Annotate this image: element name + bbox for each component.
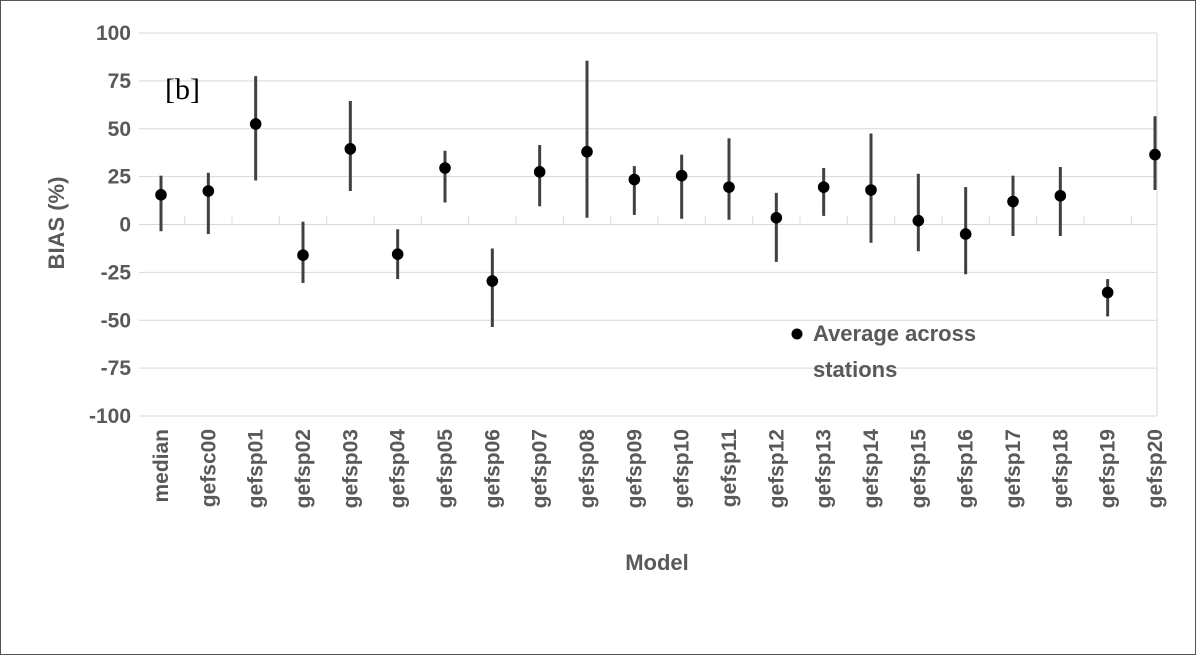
data-points — [155, 118, 1161, 299]
x-tick-label: gefsp15 — [907, 429, 930, 509]
x-tick-label: gefsp14 — [860, 429, 883, 509]
x-tick-label: gefsp08 — [576, 429, 599, 509]
data-point — [912, 214, 925, 227]
data-point — [249, 118, 262, 130]
data-point — [1007, 195, 1019, 208]
y-tick-labels: 100 75 50 25 0 -25 -50 -75 -100 — [89, 22, 131, 428]
x-tick-label: gefsp05 — [434, 429, 457, 509]
x-tick-label: gefsp02 — [292, 429, 315, 508]
data-point — [344, 143, 357, 155]
data-point — [533, 166, 546, 178]
y-tick-label: -100 — [89, 405, 131, 428]
data-point — [297, 249, 309, 261]
x-tick-label: gefsp01 — [245, 429, 268, 509]
legend-label-line: stations — [813, 357, 897, 382]
x-tick-label: gefsp12 — [765, 429, 788, 508]
y-tick-label: -25 — [101, 261, 132, 284]
data-point — [959, 228, 972, 240]
data-point — [817, 181, 830, 193]
x-tick-label: gefsp19 — [1097, 429, 1120, 508]
x-axis-title: Model — [625, 550, 689, 575]
y-tick-label: 75 — [108, 70, 132, 93]
y-axis-title: BIAS (%) — [44, 177, 69, 270]
x-tick-labels: median gefsc00 gefsp01 gefsp02 gefsp03 gefsp0… — [150, 429, 1167, 509]
legend-label-line: Average across — [813, 321, 976, 346]
data-point — [723, 181, 735, 193]
data-point — [439, 162, 451, 174]
data-point — [770, 211, 783, 224]
x-tick-label: gefsp06 — [481, 429, 504, 508]
y-tick-label: 50 — [108, 118, 131, 141]
y-tick-label: -50 — [101, 309, 131, 332]
y-tick-label: 100 — [96, 22, 131, 45]
data-point — [486, 275, 499, 287]
legend-label: Average across stations — [813, 321, 976, 382]
x-tick-label: gefsp18 — [1049, 429, 1072, 509]
x-tick-label: gefsp10 — [671, 429, 694, 508]
x-tick-label: median — [150, 429, 173, 503]
y-tick-label: 25 — [108, 166, 132, 189]
data-point — [865, 184, 877, 196]
x-tick-label: gefsp16 — [955, 429, 978, 508]
x-tick-label: gefsp20 — [1144, 429, 1167, 508]
x-tick-label: gefsp09 — [623, 429, 646, 508]
panel-label: [b] — [165, 73, 200, 106]
x-tick-label: gefsp11 — [718, 429, 741, 508]
data-point — [1101, 286, 1114, 299]
data-point — [1054, 189, 1067, 202]
data-point — [628, 173, 641, 186]
data-point — [1149, 148, 1161, 161]
x-tick-label: gefsp04 — [387, 429, 410, 509]
x-tick-label: gefsp03 — [339, 429, 362, 508]
gridlines — [139, 32, 1158, 417]
x-tick-label: gefsp17 — [1002, 429, 1025, 508]
data-point — [155, 189, 167, 201]
data-point — [581, 145, 593, 158]
data-point — [202, 185, 215, 197]
legend: Average across stations — [791, 321, 976, 382]
x-tick-label: gefsc00 — [197, 429, 220, 507]
y-tick-label: 0 — [119, 214, 131, 237]
x-tick-label: gefsp07 — [529, 429, 552, 508]
error-bars — [159, 60, 1157, 327]
y-tick-label: -75 — [101, 357, 132, 380]
x-tick-label: gefsp13 — [813, 429, 836, 508]
legend-marker — [791, 328, 803, 340]
data-point — [675, 169, 688, 182]
data-point — [391, 248, 404, 260]
